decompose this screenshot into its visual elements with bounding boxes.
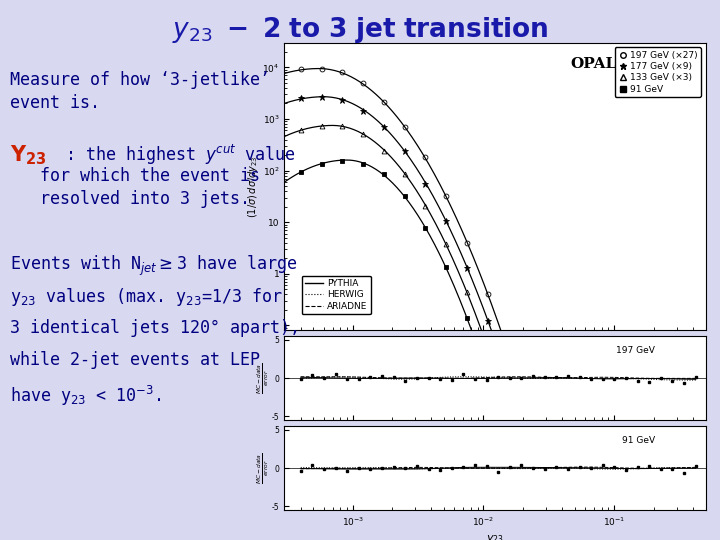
X-axis label: $y_{23}$: $y_{23}$: [486, 533, 504, 540]
Text: for which the event is: for which the event is: [40, 167, 260, 185]
Text: while 2-jet events at LEP: while 2-jet events at LEP: [10, 351, 260, 369]
Text: $\mathbf{Y_{23}}$: $\mathbf{Y_{23}}$: [10, 143, 47, 167]
Y-axis label: $(1/\sigma)\,d\sigma/dy_{23}$: $(1/\sigma)\,d\sigma/dy_{23}$: [246, 156, 260, 218]
Text: 3 identical jets 120° apart),: 3 identical jets 120° apart),: [10, 319, 300, 336]
Text: : the highest $y^{cut}$ value: : the highest $y^{cut}$ value: [65, 143, 295, 167]
Text: 91 GeV: 91 GeV: [622, 436, 655, 445]
Text: 197 GeV: 197 GeV: [616, 346, 655, 355]
Y-axis label: $\frac{MC-data}{error}$: $\frac{MC-data}{error}$: [255, 362, 271, 394]
Text: Measure of how ‘3-jetlike’: Measure of how ‘3-jetlike’: [10, 71, 270, 89]
Text: resolved into 3 jets.: resolved into 3 jets.: [40, 190, 250, 208]
Text: OPAL: OPAL: [571, 57, 617, 71]
Legend: PYTHIA, HERWIG, ARIADNE: PYTHIA, HERWIG, ARIADNE: [302, 275, 371, 314]
Text: y$_{23}$ values (max. y$_{23}$=1/3 for: y$_{23}$ values (max. y$_{23}$=1/3 for: [10, 286, 283, 308]
Text: have y$_{23}$ < 10$^{-3}$.: have y$_{23}$ < 10$^{-3}$.: [10, 383, 161, 408]
Text: event is.: event is.: [10, 94, 100, 112]
Text: $\it{y}_{23}$$\bf{\ -\ 2\ to\ 3\ jet\ transition}$: $\it{y}_{23}$$\bf{\ -\ 2\ to\ 3\ jet\ tr…: [171, 15, 549, 45]
Y-axis label: $\frac{MC-data}{error}$: $\frac{MC-data}{error}$: [255, 452, 271, 484]
Text: Events with N$_{jet}$$\geq$3 have large: Events with N$_{jet}$$\geq$3 have large: [10, 254, 297, 278]
